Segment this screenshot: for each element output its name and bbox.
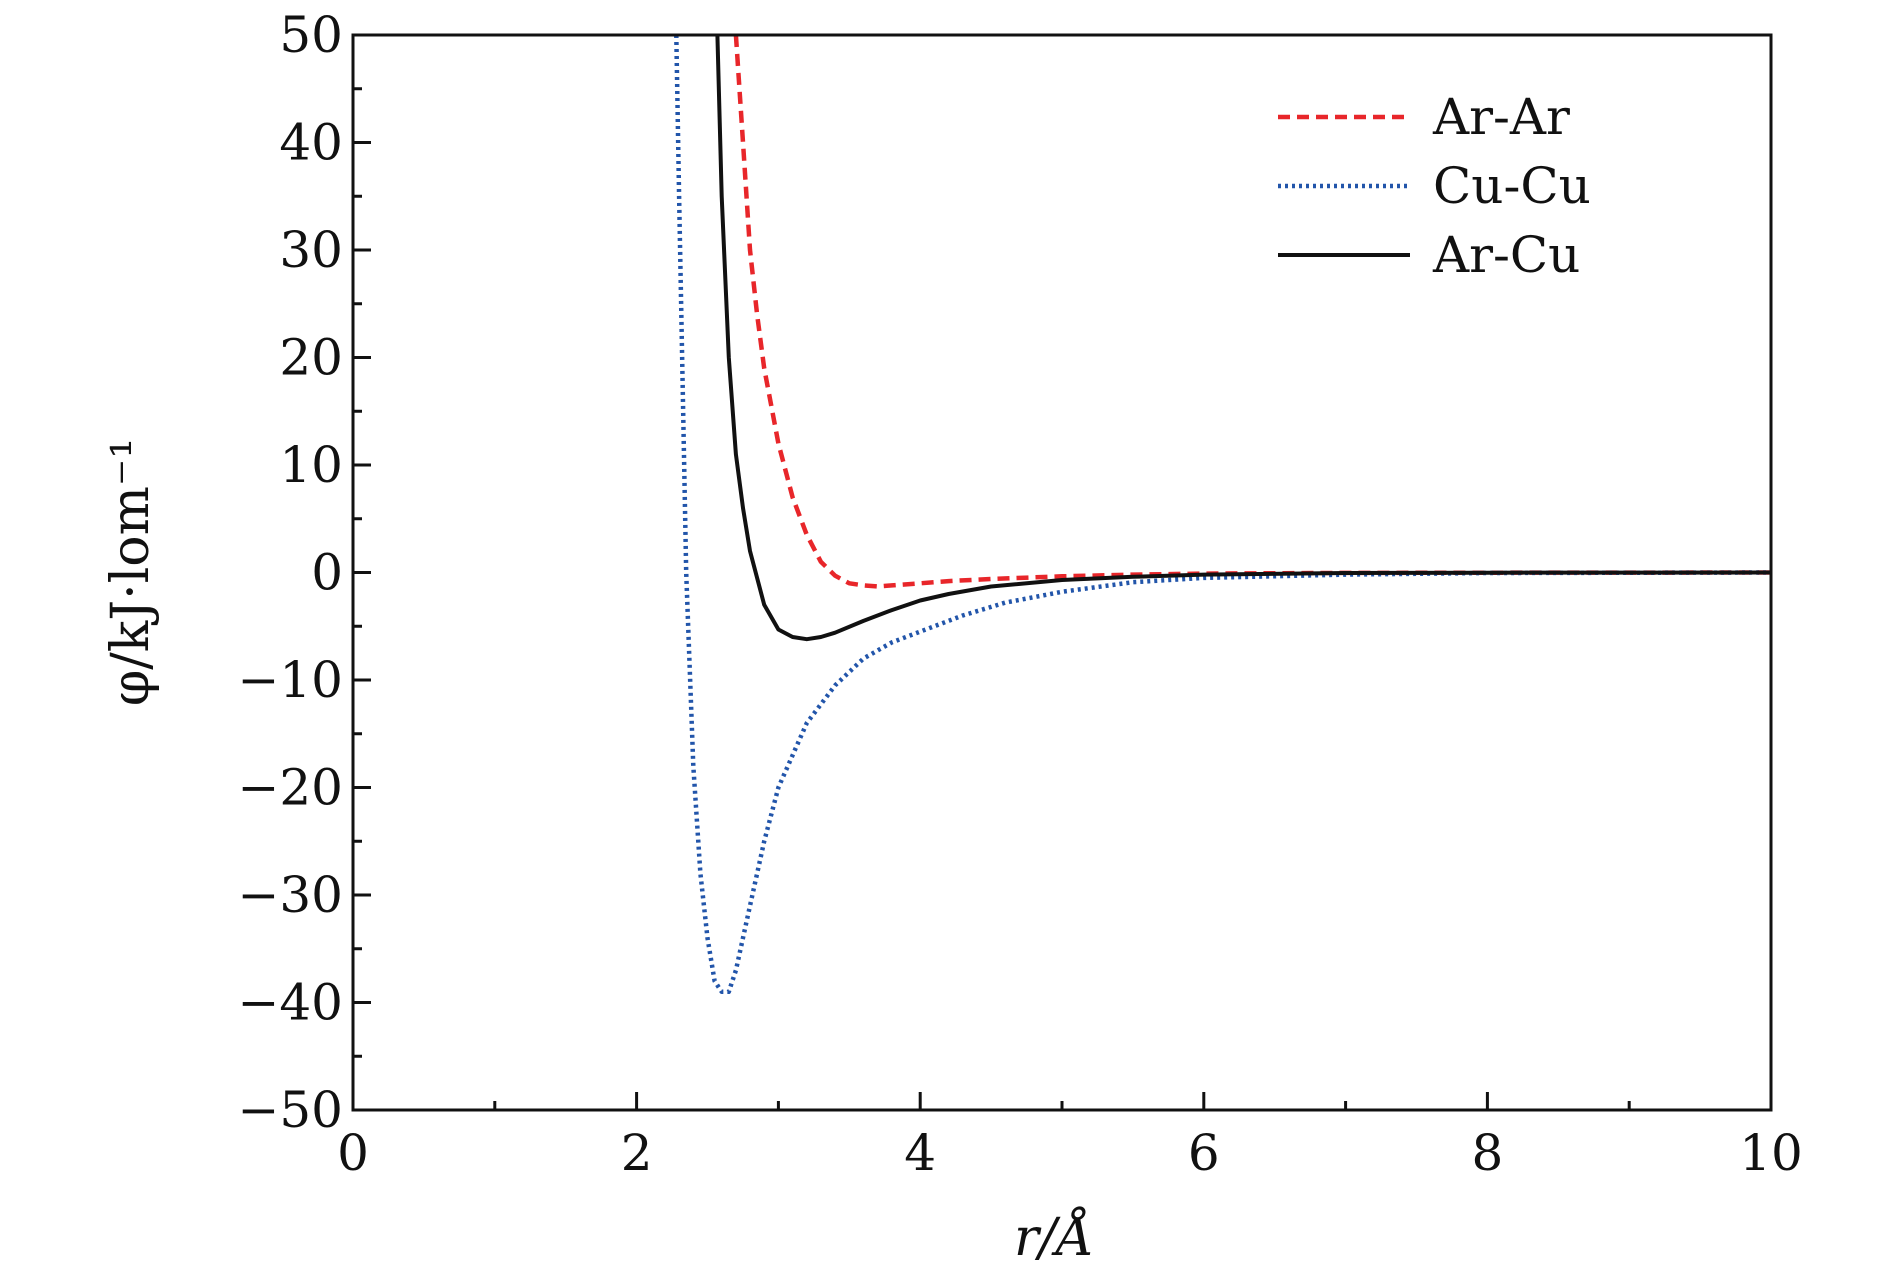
series-line-ar-ar	[733, 35, 1771, 589]
series-line-ar-cu	[715, 35, 1771, 642]
legend: Ar-Ar Cu-Cu Ar-Cu	[1278, 88, 1591, 284]
y-tick-label: −30	[237, 866, 343, 924]
legend-label-ar-cu: Ar-Cu	[1432, 226, 1580, 284]
y-tick-label: −10	[237, 651, 343, 709]
y-tick-label: 40	[279, 114, 343, 172]
legend-label-ar-ar: Ar-Ar	[1432, 88, 1570, 146]
y-tick-label: 20	[279, 329, 343, 387]
x-tick-label: 0	[337, 1124, 369, 1182]
y-tick-label: 30	[279, 221, 343, 279]
y-tick-label: 0	[311, 544, 343, 602]
legend-label-cu-cu: Cu-Cu	[1433, 157, 1591, 215]
y-tick-label: −20	[237, 759, 343, 817]
ticks-layer: 0 2 4 6 8 10 50 40 30 20 10 0 −10 −20 −30 −40 −50	[237, 6, 1802, 1182]
x-tick-label: 6	[1188, 1124, 1220, 1182]
y-tick-label: −50	[237, 1081, 343, 1139]
y-axis-label: φ/kJ·lom⁻¹	[101, 438, 161, 706]
series-line-cu-cu	[674, 35, 1771, 995]
x-tick-label: 4	[904, 1124, 936, 1182]
x-tick-label: 8	[1471, 1124, 1503, 1182]
y-tick-label: 10	[279, 436, 343, 494]
y-tick-label: −40	[237, 974, 343, 1032]
x-tick-label: 10	[1739, 1124, 1803, 1182]
x-tick-label: 2	[621, 1124, 653, 1182]
x-axis-label: r/Å	[1014, 1206, 1094, 1268]
y-tick-label: 50	[279, 6, 343, 64]
series-layer	[674, 35, 1771, 995]
